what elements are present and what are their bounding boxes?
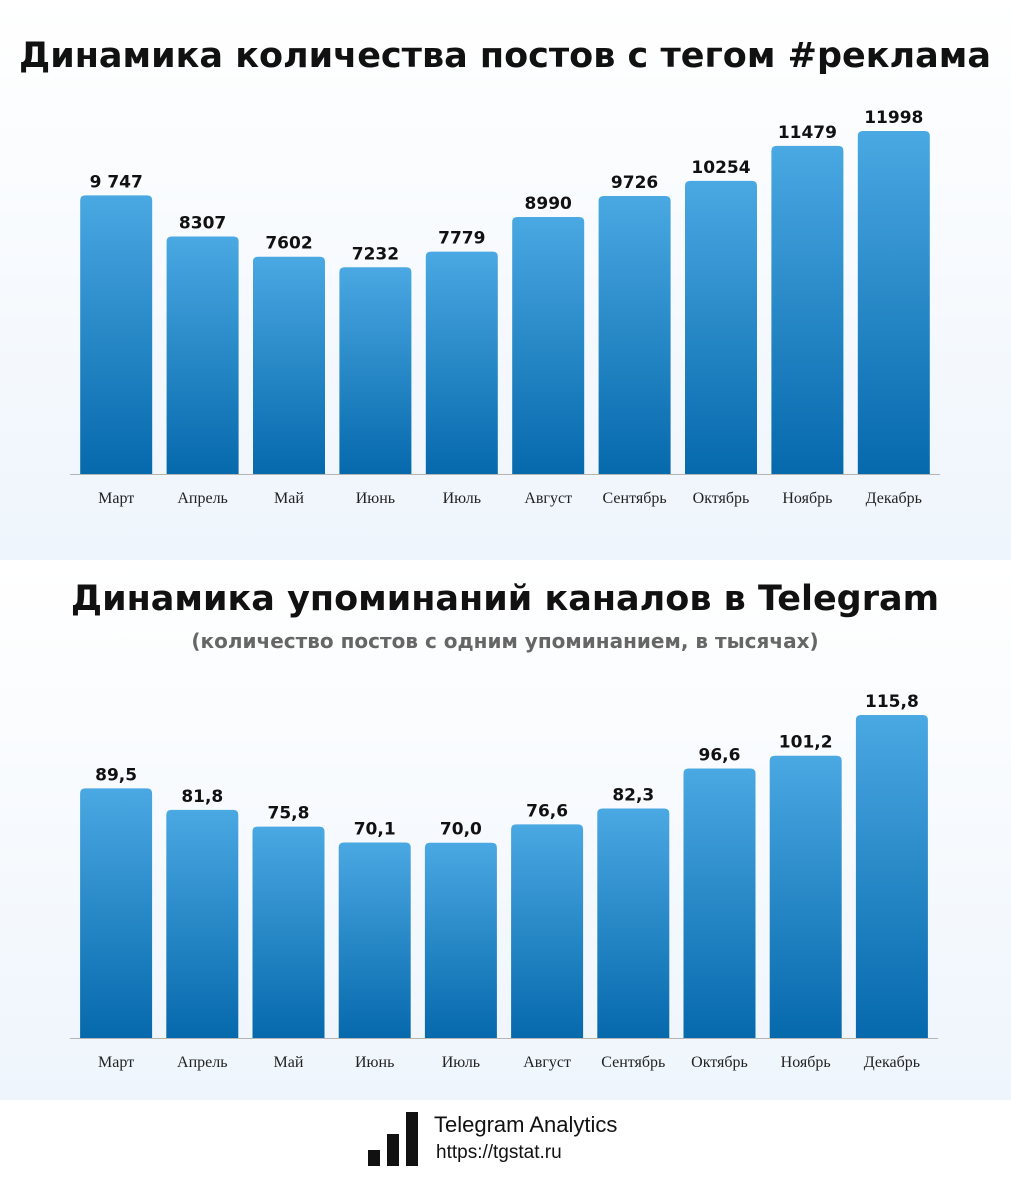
data-label: 75,8 (268, 804, 310, 824)
x-tick-label: Ноябрь (781, 1054, 831, 1071)
footer-brand: Telegram Analytics https://tgstat.ru (368, 1108, 668, 1178)
x-tick-label: Март (98, 490, 134, 507)
data-label: 7602 (265, 234, 312, 254)
data-label: 11479 (778, 123, 837, 143)
bar-5 (424, 842, 497, 1038)
bar-3 (252, 826, 325, 1038)
data-label: 8307 (179, 214, 226, 234)
bar-8 (685, 180, 757, 474)
x-tick-label: Август (524, 490, 572, 507)
bar-3 (253, 256, 325, 474)
bar-chart-mentions: Динамика упоминаний каналов в Telegram (к… (70, 579, 939, 1071)
bar-7 (598, 195, 671, 474)
x-tick-label: Апрель (177, 490, 228, 507)
data-label: 82,3 (612, 785, 654, 805)
bar-10 (855, 715, 928, 1038)
chart-subtitle: (количество постов с одним упоминанием, … (191, 629, 818, 653)
bar-5 (425, 251, 498, 474)
bar-9 (769, 755, 842, 1038)
chart-panel-posts: Динамика количества постов с тегом #рекл… (0, 0, 1011, 560)
chart-title: Динамика количества постов с тегом #рекл… (19, 36, 991, 76)
data-label: 89,5 (95, 765, 137, 785)
data-label: 7232 (352, 244, 399, 264)
data-label: 70,0 (440, 820, 482, 840)
x-tick-label: Июль (442, 1054, 480, 1071)
x-tick-label: Ноябрь (782, 490, 832, 507)
chart-panel-mentions: Динамика упоминаний каналов в Telegram (к… (0, 562, 1011, 1100)
brand-name: Telegram Analytics (434, 1112, 618, 1137)
bar-6 (511, 824, 584, 1038)
data-label: 10254 (691, 158, 750, 178)
x-tick-label: Июнь (356, 490, 395, 507)
x-tick-label: Март (98, 1054, 134, 1071)
x-tick-label: Декабрь (864, 1054, 920, 1071)
bar-chart-logo-icon (368, 1112, 422, 1166)
data-label: 76,6 (526, 801, 568, 821)
bar-6 (512, 217, 585, 474)
data-label: 9726 (611, 173, 658, 193)
x-tick-label: Октябрь (693, 490, 750, 507)
bar-8 (683, 768, 756, 1038)
x-tick-label: Август (523, 1054, 571, 1071)
bar-2 (166, 236, 239, 474)
bar-10 (857, 131, 930, 474)
data-label: 70,1 (354, 819, 396, 839)
bar-4 (339, 267, 412, 474)
data-label: 8990 (525, 194, 572, 214)
x-tick-label: Май (274, 490, 304, 507)
data-label: 7779 (438, 229, 485, 249)
bar-4 (338, 842, 411, 1038)
data-label: 115,8 (865, 692, 919, 712)
x-tick-label: Сентябрь (601, 1054, 665, 1071)
x-tick-label: Апрель (177, 1054, 228, 1071)
bar-chart-posts: Динамика количества постов с тегом #рекл… (19, 36, 991, 507)
x-tick-label: Октябрь (691, 1054, 748, 1071)
brand-url[interactable]: https://tgstat.ru (436, 1142, 562, 1163)
x-tick-label: Сентябрь (603, 490, 667, 507)
data-label: 9 747 (90, 172, 143, 192)
data-label: 96,6 (699, 746, 741, 766)
x-tick-label: Декабрь (866, 490, 922, 507)
bar-1 (80, 788, 153, 1038)
chart-title: Динамика упоминаний каналов в Telegram (71, 579, 939, 619)
data-label: 11998 (864, 108, 923, 128)
bar-1 (80, 195, 153, 474)
bar-2 (166, 809, 239, 1038)
data-label: 81,8 (181, 787, 223, 807)
x-tick-label: Июнь (355, 1054, 394, 1071)
bar-9 (771, 145, 844, 475)
bar-7 (597, 808, 670, 1038)
x-tick-label: Июль (443, 490, 481, 507)
x-tick-label: Май (274, 1054, 304, 1071)
data-label: 101,2 (779, 733, 833, 753)
